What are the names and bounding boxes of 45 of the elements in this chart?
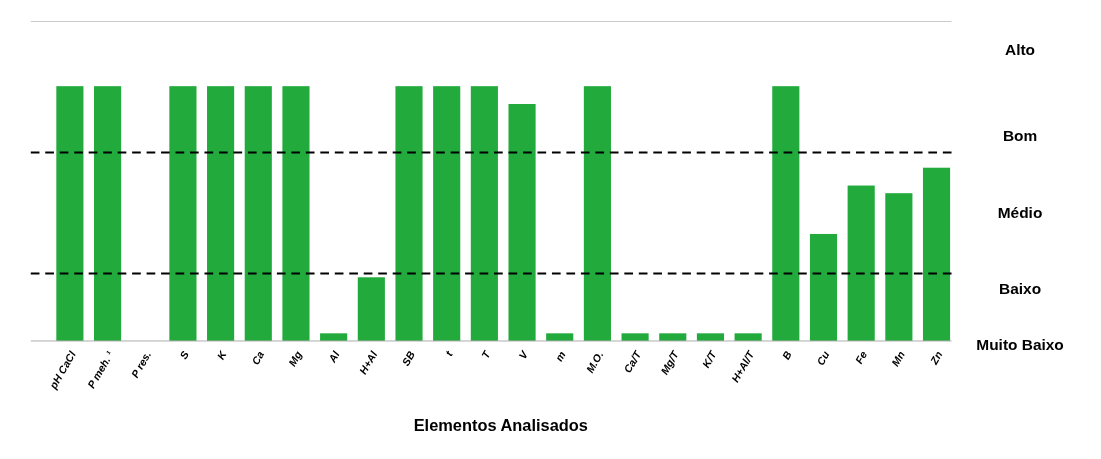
text: Alto <box>1005 40 1036 58</box>
bar <box>508 104 536 341</box>
bar <box>282 86 310 341</box>
x-tick-label: t <box>442 348 455 359</box>
bar <box>357 277 385 341</box>
bar <box>885 193 913 341</box>
bar <box>809 233 838 341</box>
x-tick-label: P res. <box>128 348 154 380</box>
x-tick-label: Cu <box>814 348 832 368</box>
bar <box>772 86 800 341</box>
x-tick-label: m <box>552 348 568 364</box>
x-tick-label: S <box>177 348 191 362</box>
x-tick-label: B <box>779 348 794 362</box>
bar <box>696 333 725 341</box>
bar <box>94 86 122 341</box>
x-tick-label: Ca <box>249 348 267 367</box>
bar <box>207 86 235 341</box>
x-tick-label: K <box>214 347 230 362</box>
bar <box>734 333 762 341</box>
x-tick-label: Al <box>325 348 343 366</box>
x-tick-label: Mg <box>285 348 305 369</box>
bar <box>659 333 687 341</box>
bar <box>56 86 84 341</box>
bar <box>433 86 461 341</box>
text: Bom <box>1002 127 1038 145</box>
bar <box>922 167 951 341</box>
bar <box>470 86 498 341</box>
bar <box>320 333 348 341</box>
bar <box>847 185 875 341</box>
bar <box>395 86 423 341</box>
bar <box>546 333 574 341</box>
text: Baixo <box>999 280 1042 298</box>
x-tick-label: Mn <box>888 348 908 369</box>
x-tick-label: Zn <box>927 348 945 368</box>
text: Muito Baixo <box>976 336 1064 354</box>
bar <box>244 86 272 341</box>
x-tick-label: T <box>478 347 494 361</box>
x-tick-label: Fe <box>852 348 870 366</box>
x-tick-label: SB <box>399 348 418 368</box>
text: Médio <box>997 203 1043 221</box>
bar <box>583 86 611 341</box>
bar <box>169 86 197 341</box>
x-axis-title: Elementos Analisados <box>413 415 588 434</box>
x-tick-label: V <box>516 348 531 362</box>
bar <box>621 333 649 341</box>
